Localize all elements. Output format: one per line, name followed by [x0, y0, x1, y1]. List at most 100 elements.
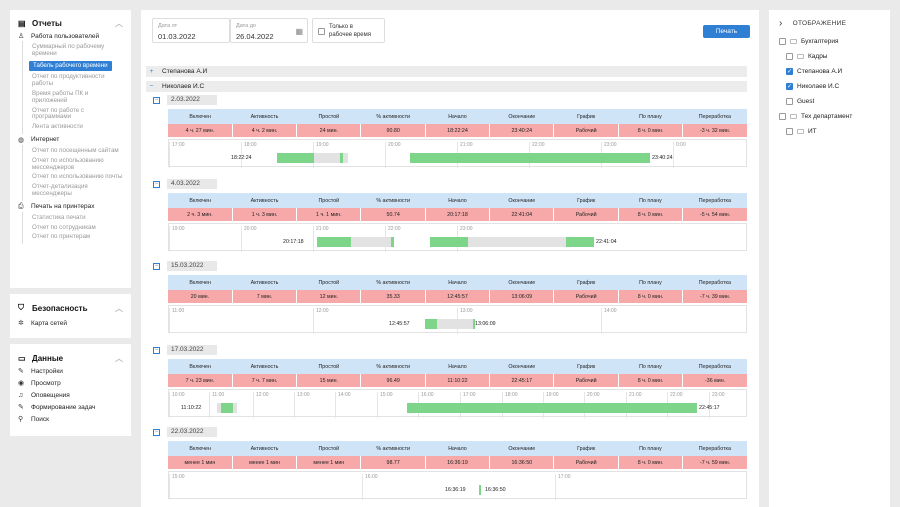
- column-header: Активность: [232, 359, 297, 374]
- display-item-label: Степанова А.И: [797, 68, 843, 75]
- display-checkbox[interactable]: [786, 128, 793, 135]
- nav-alerts[interactable]: ♫ Оповещения: [18, 389, 123, 401]
- date-to-field[interactable]: Дата до 26.04.2022 ▦: [230, 18, 308, 43]
- activity-bar: [479, 485, 481, 495]
- display-checkbox[interactable]: [779, 113, 786, 120]
- nav-internet[interactable]: ◍ Интернет: [18, 134, 123, 146]
- timeline-end-time: 16:36:50: [485, 487, 506, 493]
- display-item-label: Николаев И.С: [797, 83, 840, 90]
- nav-view[interactable]: ◉ Просмотр: [18, 377, 123, 389]
- column-header: Включен: [168, 109, 233, 124]
- sub-programs[interactable]: Отчет по работе с программами: [18, 104, 123, 124]
- table-cell: -36 мин.: [682, 374, 747, 387]
- column-header: По плану: [618, 109, 683, 124]
- display-item[interactable]: Guest: [779, 94, 880, 109]
- worktime-only-checkbox[interactable]: [318, 28, 325, 35]
- sub-productivity[interactable]: Отчет по продуктивности работы: [18, 71, 123, 91]
- idle-bar: [468, 237, 566, 247]
- display-item[interactable]: ✓ Николаев И.С: [779, 79, 880, 94]
- user-row-stepanova[interactable]: + Степанова А.И: [146, 66, 747, 77]
- security-header[interactable]: ⛉ Безопасность ︿: [18, 301, 123, 315]
- sub-print-stats[interactable]: Статистика печати: [18, 211, 123, 225]
- activity-bar: [566, 237, 594, 247]
- table-cell: 4 ч. 27 мин.: [168, 124, 233, 137]
- activity-bar: [340, 153, 343, 163]
- data-header[interactable]: ▭ Данные ︿: [18, 351, 123, 365]
- table-cell: 8 ч. 0 мин.: [617, 374, 683, 387]
- display-checkbox[interactable]: [786, 53, 793, 60]
- sub-sites[interactable]: Отчет по посещенным сайтам: [18, 145, 123, 158]
- sub-summary-worktime[interactable]: Суммарный по рабочему времени: [18, 41, 123, 61]
- display-checkbox[interactable]: [779, 38, 786, 45]
- shield-icon: ⛉: [18, 303, 24, 312]
- display-checkbox[interactable]: ✓: [786, 68, 793, 75]
- sub-print-employees[interactable]: Отчет по сотрудникам: [18, 221, 123, 235]
- nav-printing[interactable]: ⎙ Печать на принтерах: [18, 201, 123, 213]
- reports-title: Отчеты: [32, 18, 62, 28]
- display-item[interactable]: ИТ: [779, 124, 880, 139]
- display-item[interactable]: Кадры: [779, 49, 880, 64]
- display-item[interactable]: ✓ Степанова А.И: [779, 64, 880, 79]
- table-cell: 22:45:17: [489, 374, 554, 387]
- display-item[interactable]: Тех департамент: [779, 109, 880, 124]
- nav-users-work[interactable]: ♙ Работа пользователей: [18, 30, 123, 42]
- column-header: Начало: [425, 193, 490, 208]
- day-header[interactable]: − 2.03.2022: [153, 95, 217, 105]
- nav-search[interactable]: ⚲ Поиск: [18, 413, 123, 425]
- day-timeline: 19:00 20:00 21:00 22:00 23:00 20:17:18 22:41:0…: [168, 223, 747, 252]
- collapse-icon[interactable]: −: [149, 83, 154, 90]
- collapse-icon[interactable]: −: [153, 346, 160, 354]
- sub-print-printers[interactable]: Отчет по принтерам: [18, 231, 123, 244]
- nav-network-map-label: Карта сетей: [31, 319, 67, 327]
- folder-icon: ▭: [18, 353, 26, 363]
- sub-pc-time[interactable]: Время работы ПК и приложений: [18, 88, 123, 108]
- day-header[interactable]: − 15.03.2022: [153, 261, 217, 271]
- nav-tasks[interactable]: ✎ Формирование задач: [18, 401, 123, 413]
- column-header: График: [553, 441, 619, 456]
- display-checkbox[interactable]: ✓: [786, 83, 793, 90]
- calendar-icon[interactable]: ▦: [295, 27, 303, 36]
- collapse-icon[interactable]: −: [153, 428, 160, 436]
- nav-settings[interactable]: ✎ Настройки: [18, 365, 123, 377]
- security-panel: ⛉ Безопасность ︿ ✲ Карта сетей: [10, 294, 131, 338]
- idle-bar: [351, 237, 391, 247]
- column-header: График: [553, 275, 619, 290]
- date-from-field[interactable]: Дата от 01.03.2022: [152, 18, 230, 43]
- activity-bar: [391, 237, 394, 247]
- sub-mail[interactable]: Отчет по использованию почты: [18, 171, 123, 184]
- sub-messengers[interactable]: Отчет по использованию мессенджеров: [18, 154, 123, 174]
- reports-panel: ▤ Отчеты ︿ ♙ Работа пользователей Суммар…: [10, 10, 131, 288]
- collapse-icon[interactable]: −: [153, 96, 160, 104]
- display-item[interactable]: Бухгалтерия: [779, 34, 880, 49]
- reports-header[interactable]: ▤ Отчеты ︿: [18, 16, 123, 30]
- day-header[interactable]: − 4.03.2022: [153, 179, 217, 189]
- display-item-label: Тех департамент: [801, 113, 853, 120]
- collapse-icon[interactable]: −: [153, 180, 160, 188]
- user-row-nikolaev[interactable]: − Николаев И.С: [146, 81, 747, 92]
- timeline-tick: 0:00: [673, 142, 686, 168]
- day-header[interactable]: − 17.03.2022: [153, 345, 217, 355]
- timeline-tick: 19:00: [169, 226, 185, 252]
- print-button[interactable]: Печать: [703, 25, 750, 38]
- column-header: Простой: [296, 193, 361, 208]
- chevron-up-icon[interactable]: ︿: [115, 303, 123, 313]
- timeline-start-time: 20:17:18: [283, 239, 304, 245]
- nav-network-map[interactable]: ✲ Карта сетей: [18, 317, 123, 329]
- display-checkbox[interactable]: [786, 98, 793, 105]
- activity-bar: [277, 153, 314, 163]
- table-cell: 12:45:57: [424, 290, 490, 303]
- idle-bar: [343, 153, 348, 163]
- sub-programs-label: Отчет по работе с программами: [32, 106, 84, 121]
- chevron-up-icon[interactable]: ︿: [115, 18, 123, 28]
- network-icon: ✲: [18, 320, 24, 327]
- sub-activity-feed[interactable]: Лента активности: [18, 121, 123, 134]
- sub-messenger-details[interactable]: Отчет-детализация мессенджеры: [18, 181, 123, 201]
- chevron-right-icon[interactable]: ›: [779, 17, 783, 29]
- expand-icon[interactable]: +: [149, 68, 154, 75]
- chevron-up-icon[interactable]: ︿: [115, 353, 123, 363]
- worktime-only-field[interactable]: Только в рабочее время: [312, 18, 385, 43]
- sub-timesheet[interactable]: Табель рабочего времени: [18, 57, 123, 75]
- column-header: Окончание: [489, 359, 554, 374]
- day-header[interactable]: − 22.03.2022: [153, 427, 217, 437]
- collapse-icon[interactable]: −: [153, 262, 160, 270]
